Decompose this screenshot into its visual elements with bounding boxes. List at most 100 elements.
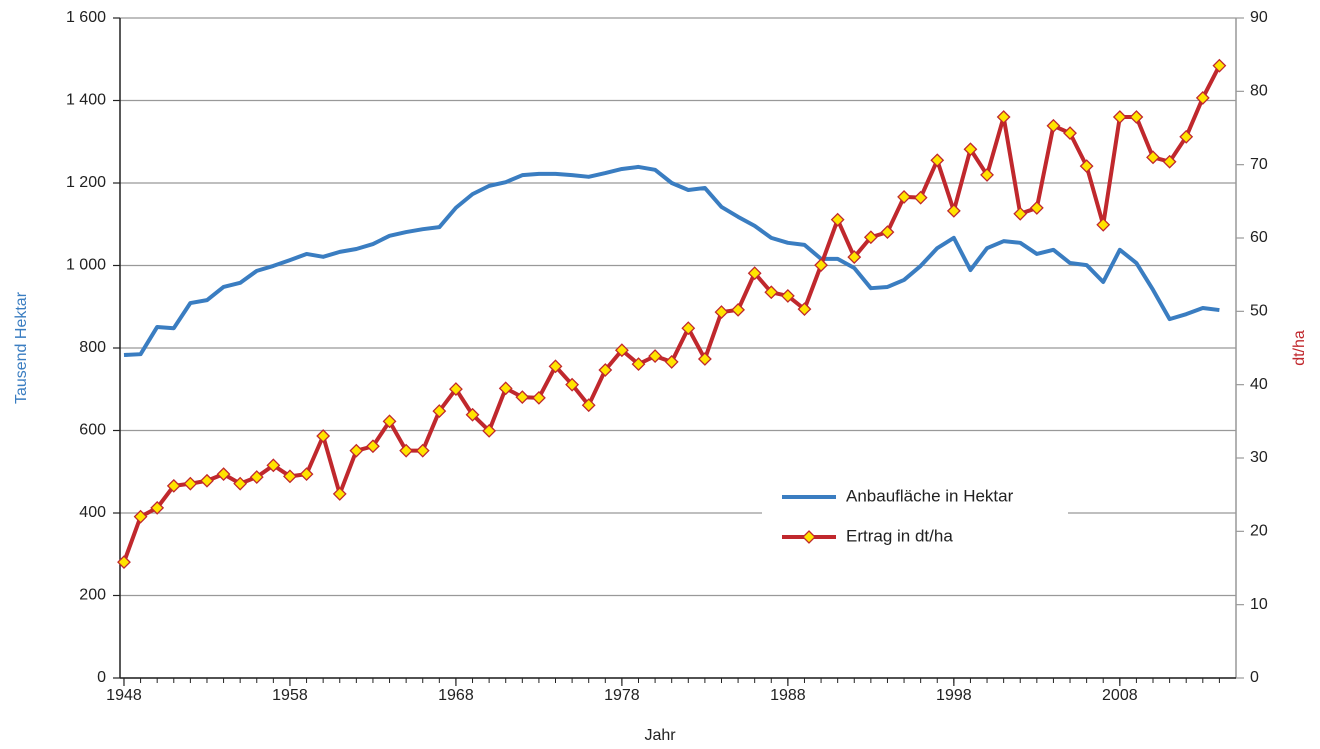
marker: [980, 168, 994, 182]
marker: [631, 357, 646, 372]
marker: [581, 398, 596, 413]
marker: [913, 190, 928, 205]
x-tick-label: 1968: [438, 687, 474, 704]
marker: [1029, 201, 1044, 215]
marker: [166, 478, 181, 493]
series-line: [123, 164, 1220, 358]
y-tick-label: 600: [79, 422, 106, 439]
marker: [880, 225, 895, 240]
marker: [714, 305, 729, 319]
marker: [399, 443, 414, 458]
marker: [863, 230, 878, 245]
marker: [664, 355, 679, 369]
y-tick-label: 200: [79, 587, 106, 604]
y2-axis-label: dt/ha: [1291, 330, 1308, 366]
marker: [681, 321, 696, 336]
marker: [432, 404, 447, 418]
y2-tick-label: 80: [1250, 83, 1268, 100]
marker: [548, 359, 563, 374]
x-tick-label: 1978: [604, 687, 640, 704]
y2-tick-label: 0: [1250, 669, 1259, 686]
marker: [465, 407, 480, 422]
y2-tick-label: 50: [1250, 303, 1268, 320]
marker: [930, 153, 945, 168]
marker: [299, 467, 314, 482]
marker: [1212, 58, 1227, 73]
marker: [996, 110, 1011, 124]
marker: [283, 469, 297, 484]
x-tick-label: 1958: [272, 687, 308, 704]
x-tick-label: 1998: [936, 687, 972, 704]
marker: [133, 509, 148, 524]
y2-tick-label: 20: [1250, 523, 1268, 540]
y2-tick-label: 40: [1250, 376, 1268, 393]
marker: [382, 414, 397, 429]
marker: [531, 390, 546, 405]
marker: [449, 382, 463, 396]
marker: [1046, 118, 1061, 133]
marker: [1096, 217, 1111, 232]
marker: [830, 212, 845, 227]
x-axis-label: Jahr: [644, 727, 676, 744]
marker: [946, 203, 961, 218]
y-axis-label: Tausend Hektar: [13, 291, 30, 404]
y-tick-label: 0: [97, 669, 106, 686]
marker: [847, 250, 862, 264]
marker: [316, 429, 331, 443]
y-tick-label: 800: [79, 339, 106, 356]
marker: [814, 258, 828, 273]
marker: [963, 142, 978, 157]
y2-tick-label: 70: [1250, 156, 1268, 173]
marker: [249, 470, 264, 484]
x-tick-label: 1948: [106, 687, 142, 704]
marker: [200, 473, 214, 488]
marker: [1112, 110, 1127, 124]
marker: [731, 302, 746, 317]
marker: [349, 443, 364, 458]
x-tick-label: 1988: [770, 687, 806, 704]
marker: [266, 458, 281, 473]
legend-label: Anbaufläche in Hektar: [846, 486, 1014, 505]
marker: [747, 266, 762, 281]
legend-marker: [802, 530, 816, 544]
marker: [1146, 150, 1160, 165]
x-tick-label: 2008: [1102, 687, 1138, 704]
marker: [780, 289, 795, 303]
marker: [1013, 206, 1028, 221]
marker: [648, 349, 663, 363]
marker: [515, 390, 530, 405]
marker: [1162, 154, 1177, 169]
marker: [415, 443, 430, 458]
marker: [598, 363, 613, 377]
marker: [797, 302, 812, 317]
marker: [1079, 159, 1094, 174]
y-tick-label: 1 600: [66, 9, 106, 26]
marker: [150, 500, 165, 515]
legend-box: [762, 474, 1068, 556]
legend-label: Ertrag in dt/ha: [846, 526, 953, 545]
y-tick-label: 400: [79, 504, 106, 521]
marker: [1063, 126, 1077, 141]
marker: [1195, 91, 1210, 105]
marker: [1179, 129, 1194, 144]
marker: [233, 476, 248, 491]
y2-tick-label: 60: [1250, 229, 1268, 246]
marker: [565, 377, 580, 392]
marker: [117, 555, 131, 570]
marker: [183, 476, 198, 491]
marker: [482, 423, 497, 438]
y-tick-label: 1 400: [66, 92, 106, 109]
marker: [897, 190, 911, 204]
y-tick-label: 1 000: [66, 257, 106, 274]
y2-tick-label: 10: [1250, 596, 1268, 613]
marker: [697, 352, 712, 366]
marker: [332, 487, 347, 501]
marker: [216, 467, 231, 482]
marker: [498, 381, 513, 396]
marker: [764, 285, 779, 300]
y-tick-label: 1 200: [66, 174, 106, 191]
marker: [366, 439, 380, 454]
marker: [1129, 110, 1144, 124]
